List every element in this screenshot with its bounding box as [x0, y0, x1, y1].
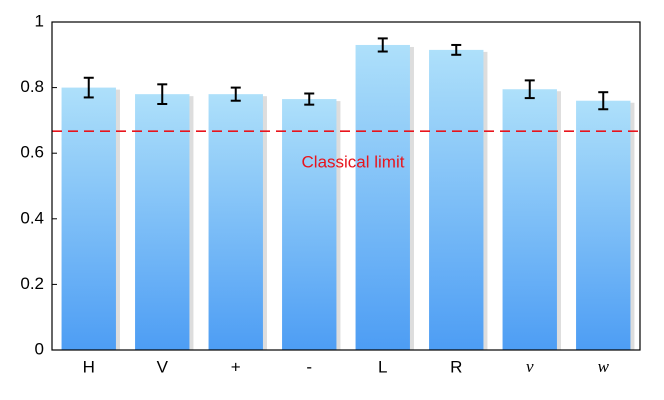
x-tick-label: v	[526, 357, 534, 376]
error-bar	[230, 86, 241, 102]
y-tick-label: 0.6	[20, 143, 44, 162]
error-bar	[157, 83, 168, 105]
x-tick-label: V	[157, 357, 169, 376]
plot-frame	[51, 21, 641, 351]
bar	[429, 49, 484, 350]
bar	[135, 94, 190, 350]
bar	[576, 100, 631, 350]
y-tick-label: 1	[35, 11, 44, 30]
error-bar	[377, 37, 388, 53]
bar	[208, 94, 263, 350]
bar	[502, 89, 557, 351]
y-tick-label: 0.8	[20, 77, 44, 96]
y-tick-label: 0.2	[20, 274, 44, 293]
error-bar	[524, 79, 535, 100]
x-tick-label: w	[598, 357, 610, 376]
x-tick-label: +	[231, 357, 241, 376]
y-tick-label: 0.4	[20, 208, 44, 227]
error-bar	[451, 43, 462, 56]
bar	[282, 99, 337, 350]
bar	[61, 87, 116, 350]
x-tick-label: H	[83, 357, 95, 376]
x-tick-label: L	[378, 357, 387, 376]
error-bar	[83, 76, 94, 99]
x-tick-label: -	[306, 357, 312, 376]
classical-limit-label: Classical limit	[302, 153, 405, 172]
bar	[355, 44, 410, 351]
y-tick-label: 0	[35, 339, 44, 358]
error-bar	[304, 92, 315, 106]
x-tick-label: R	[450, 357, 462, 376]
error-bar	[598, 91, 609, 111]
